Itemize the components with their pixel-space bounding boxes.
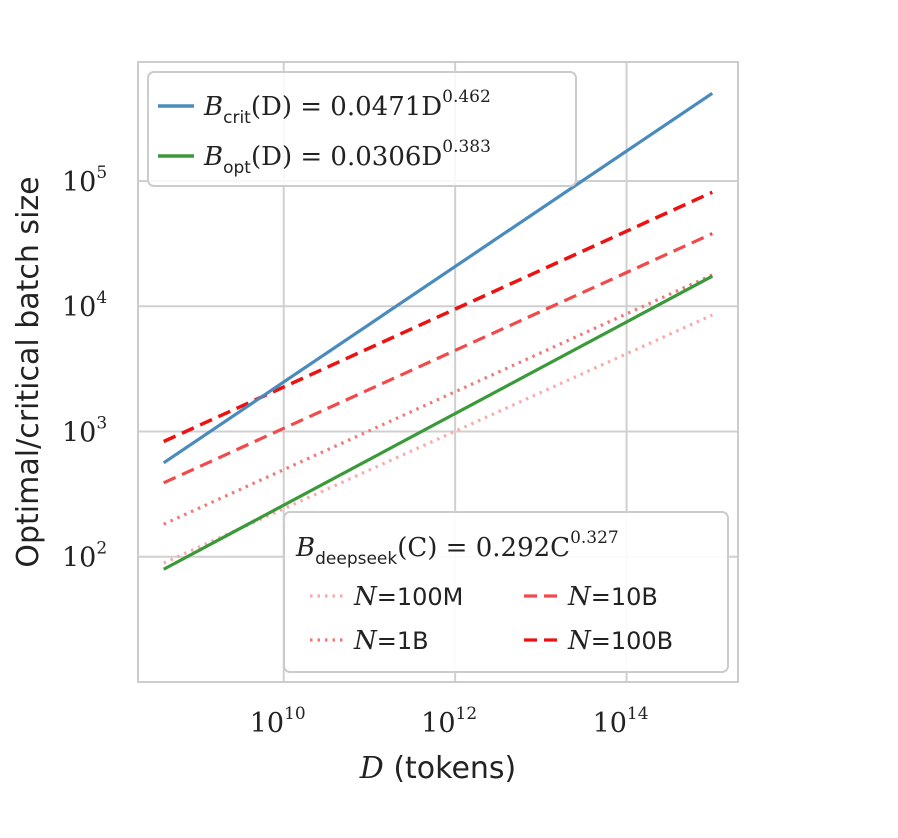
legend-entry-label: N=1B xyxy=(353,626,429,656)
y-ticks: 102 103 104 105 xyxy=(62,163,107,574)
legend-formula: Bcrit(D) = 0.0471D0.462 xyxy=(203,87,491,128)
y-axis-label: Optimal/critical batch size xyxy=(11,176,46,567)
legend-top: Bcrit(D) = 0.0471D0.462 Bopt(D) = 0.0306D… xyxy=(147,71,577,187)
legend-formula: Bopt(D) = 0.0306D0.383 xyxy=(203,137,491,178)
legend-formula: Bdeepseek(C) = 0.292C0.327 xyxy=(295,528,619,569)
x-tick-label: 1010 xyxy=(250,704,306,739)
series-line-n-10b xyxy=(163,232,713,485)
x-tick-label: 1014 xyxy=(593,704,649,739)
legend-entry-label: N=100B xyxy=(567,626,673,656)
y-tick-label: 103 xyxy=(62,413,107,448)
series-line-b-opt-d- xyxy=(162,274,714,571)
x-ticks: 1010 1012 1014 xyxy=(250,704,649,739)
x-tick-label: 1012 xyxy=(421,704,477,739)
series-line-n-1b xyxy=(163,273,713,526)
y-tick-label: 104 xyxy=(62,288,107,323)
legend-entry-label: N=10B xyxy=(567,582,658,612)
legend-entry-label: N=100M xyxy=(353,582,463,612)
series-line-n-100m xyxy=(163,313,713,565)
x-axis-label-var: D xyxy=(359,751,384,786)
legend-top-box xyxy=(147,71,577,187)
legend-bottom: Bdeepseek(C) = 0.292C0.327 N=100M N=10B N=1… xyxy=(283,511,729,673)
x-axis-label-unit: (tokens) xyxy=(384,751,516,786)
plot-frame xyxy=(137,61,739,683)
series-layer xyxy=(162,91,714,571)
series-line-n-100b xyxy=(162,190,714,444)
y-tick-label: 102 xyxy=(62,539,107,574)
x-axis-label: D (tokens) xyxy=(359,751,517,786)
series-line-b-crit-d- xyxy=(162,91,714,465)
legend-bottom-box xyxy=(283,511,729,673)
y-tick-label: 105 xyxy=(62,163,107,198)
